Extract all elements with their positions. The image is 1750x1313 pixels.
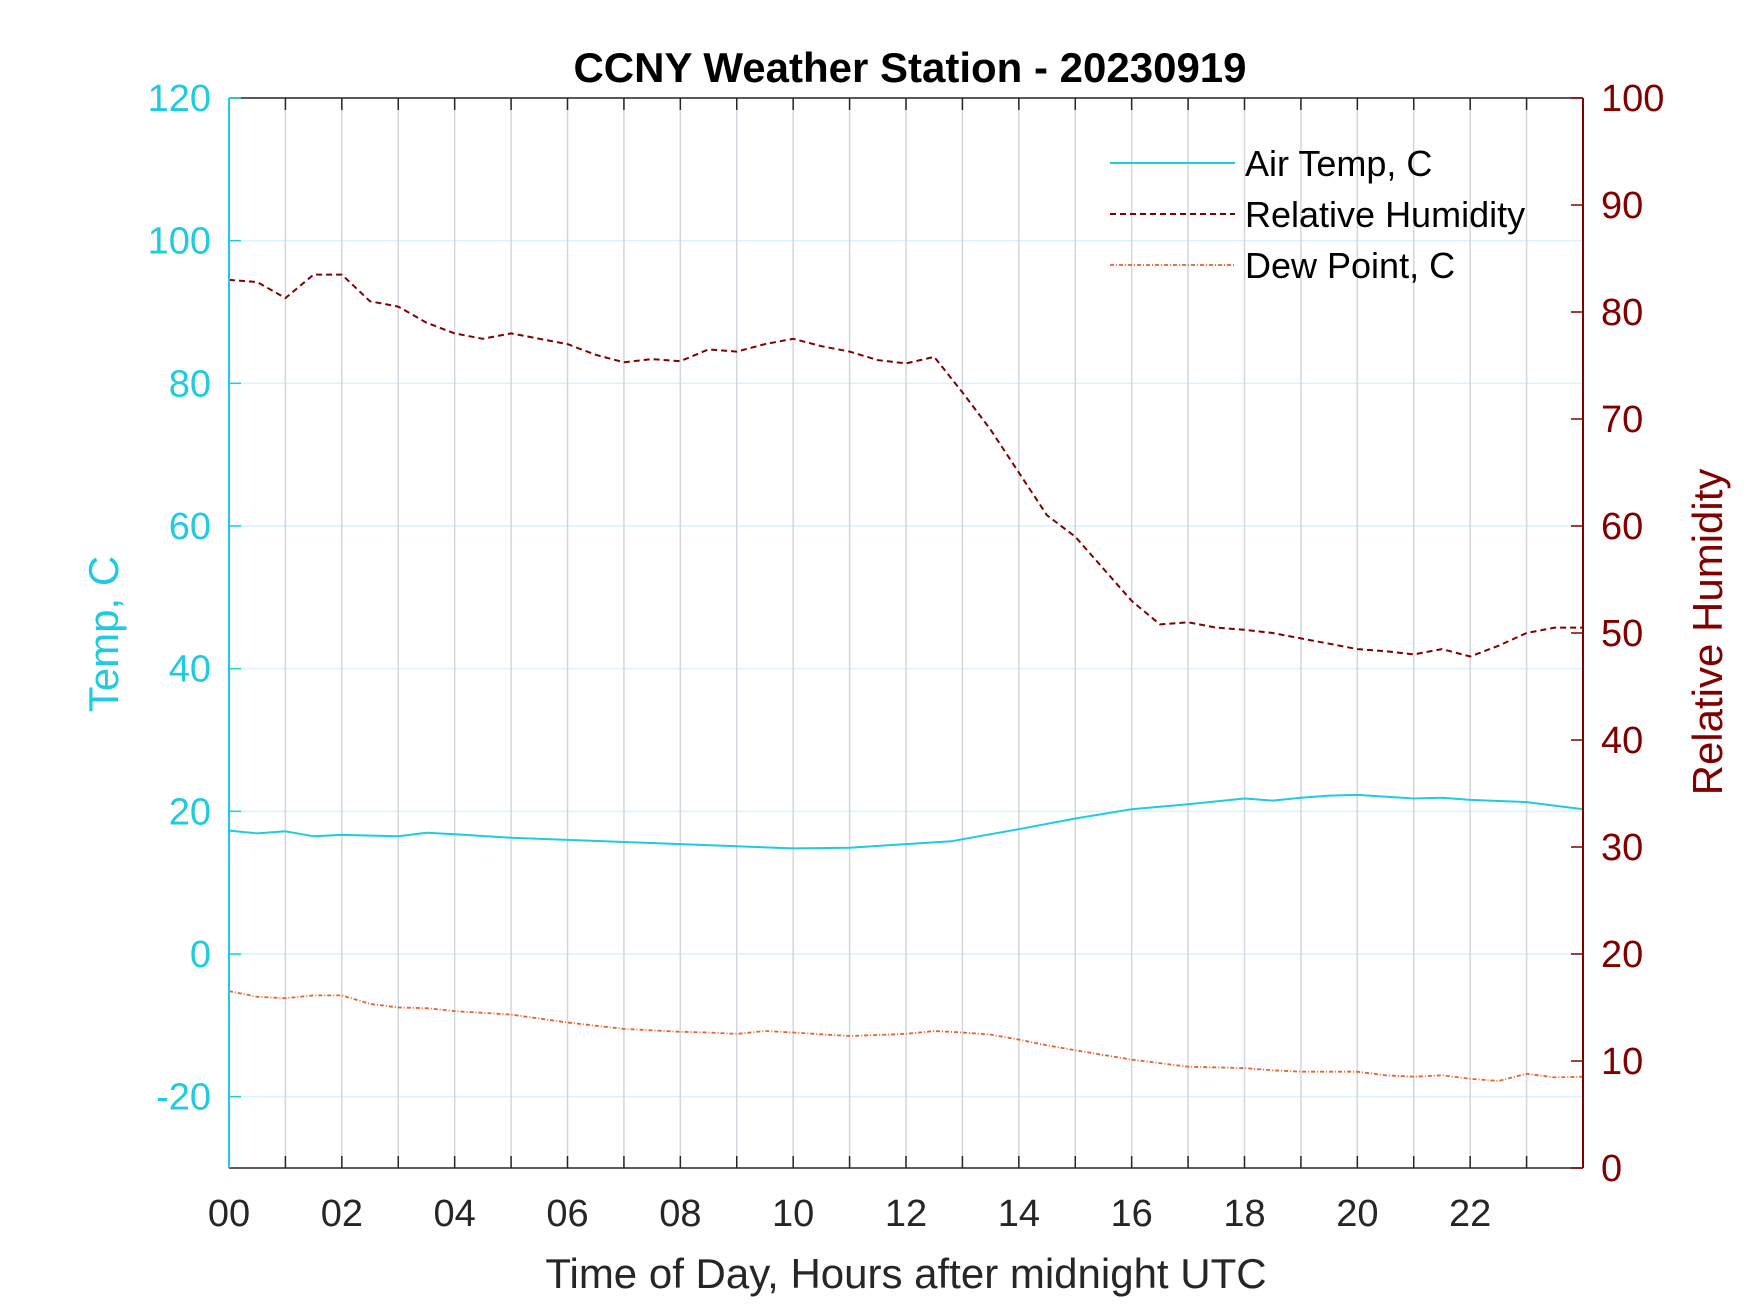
y-left-tick-label: 20 xyxy=(169,791,211,833)
y-right-tick-label: 30 xyxy=(1601,827,1643,869)
x-tick-label: 02 xyxy=(321,1193,363,1235)
x-tick-label: 22 xyxy=(1449,1193,1491,1235)
y-right-tick-label: 90 xyxy=(1601,185,1643,227)
series-line-1 xyxy=(228,273,1583,658)
y-left-tick-label: -20 xyxy=(156,1077,211,1119)
y-right-tick-label: 20 xyxy=(1601,934,1643,976)
y-axis-label-right: Relative Humidity xyxy=(1684,469,1731,796)
x-tick-label: 10 xyxy=(772,1193,814,1235)
y-right-tick-label: 50 xyxy=(1601,613,1643,655)
axes xyxy=(228,97,1584,1169)
y-left-tick-label: 0 xyxy=(190,934,211,976)
x-tick-label: 12 xyxy=(885,1193,927,1235)
x-tick-label: 14 xyxy=(998,1193,1040,1235)
y-right-tick-label: 40 xyxy=(1601,720,1643,762)
y-left-tick-label: 120 xyxy=(148,78,211,120)
y-right-tick-label: 100 xyxy=(1601,78,1664,120)
legend-label-0: Air Temp, C xyxy=(1245,143,1432,184)
x-axis-label: Time of Day, Hours after midnight UTC xyxy=(545,1250,1266,1297)
x-tick-label: 16 xyxy=(1111,1193,1153,1235)
y-right-tick-label: 80 xyxy=(1601,292,1643,334)
legend: Air Temp, C Relative Humidity Dew Point, C xyxy=(1110,143,1525,286)
series-line-2 xyxy=(228,990,1584,1082)
y-right-tick-label: 60 xyxy=(1601,506,1643,548)
x-tick-label: 20 xyxy=(1336,1193,1378,1235)
x-tick-label: 18 xyxy=(1223,1193,1265,1235)
y-left-tick-label: 40 xyxy=(169,649,211,691)
legend-label-2: Dew Point, C xyxy=(1245,245,1455,286)
y-left-tick-label: 60 xyxy=(169,506,211,548)
y-right-tick-label: 70 xyxy=(1601,399,1643,441)
y-left-tick-label: 100 xyxy=(148,221,211,263)
y-axis-label-left: Temp, C xyxy=(80,556,127,712)
series-line-0 xyxy=(228,793,1584,850)
series-layer xyxy=(228,273,1584,1082)
y-right-tick-label: 10 xyxy=(1601,1041,1643,1083)
y-left-tick-label: 80 xyxy=(169,363,211,405)
grid-lines xyxy=(229,97,1583,1168)
x-tick-label: 00 xyxy=(208,1193,250,1235)
x-tick-label: 06 xyxy=(546,1193,588,1235)
legend-label-1: Relative Humidity xyxy=(1245,194,1525,235)
x-tick-label: 08 xyxy=(659,1193,701,1235)
x-tick-label: 04 xyxy=(434,1193,476,1235)
chart-title: CCNY Weather Station - 20230919 xyxy=(573,44,1246,91)
tick-labels: 00 02 04 06 08 10 12 14 16 18 20 22-200204060801001… xyxy=(148,78,1665,1235)
y-right-tick-label: 0 xyxy=(1601,1148,1622,1190)
